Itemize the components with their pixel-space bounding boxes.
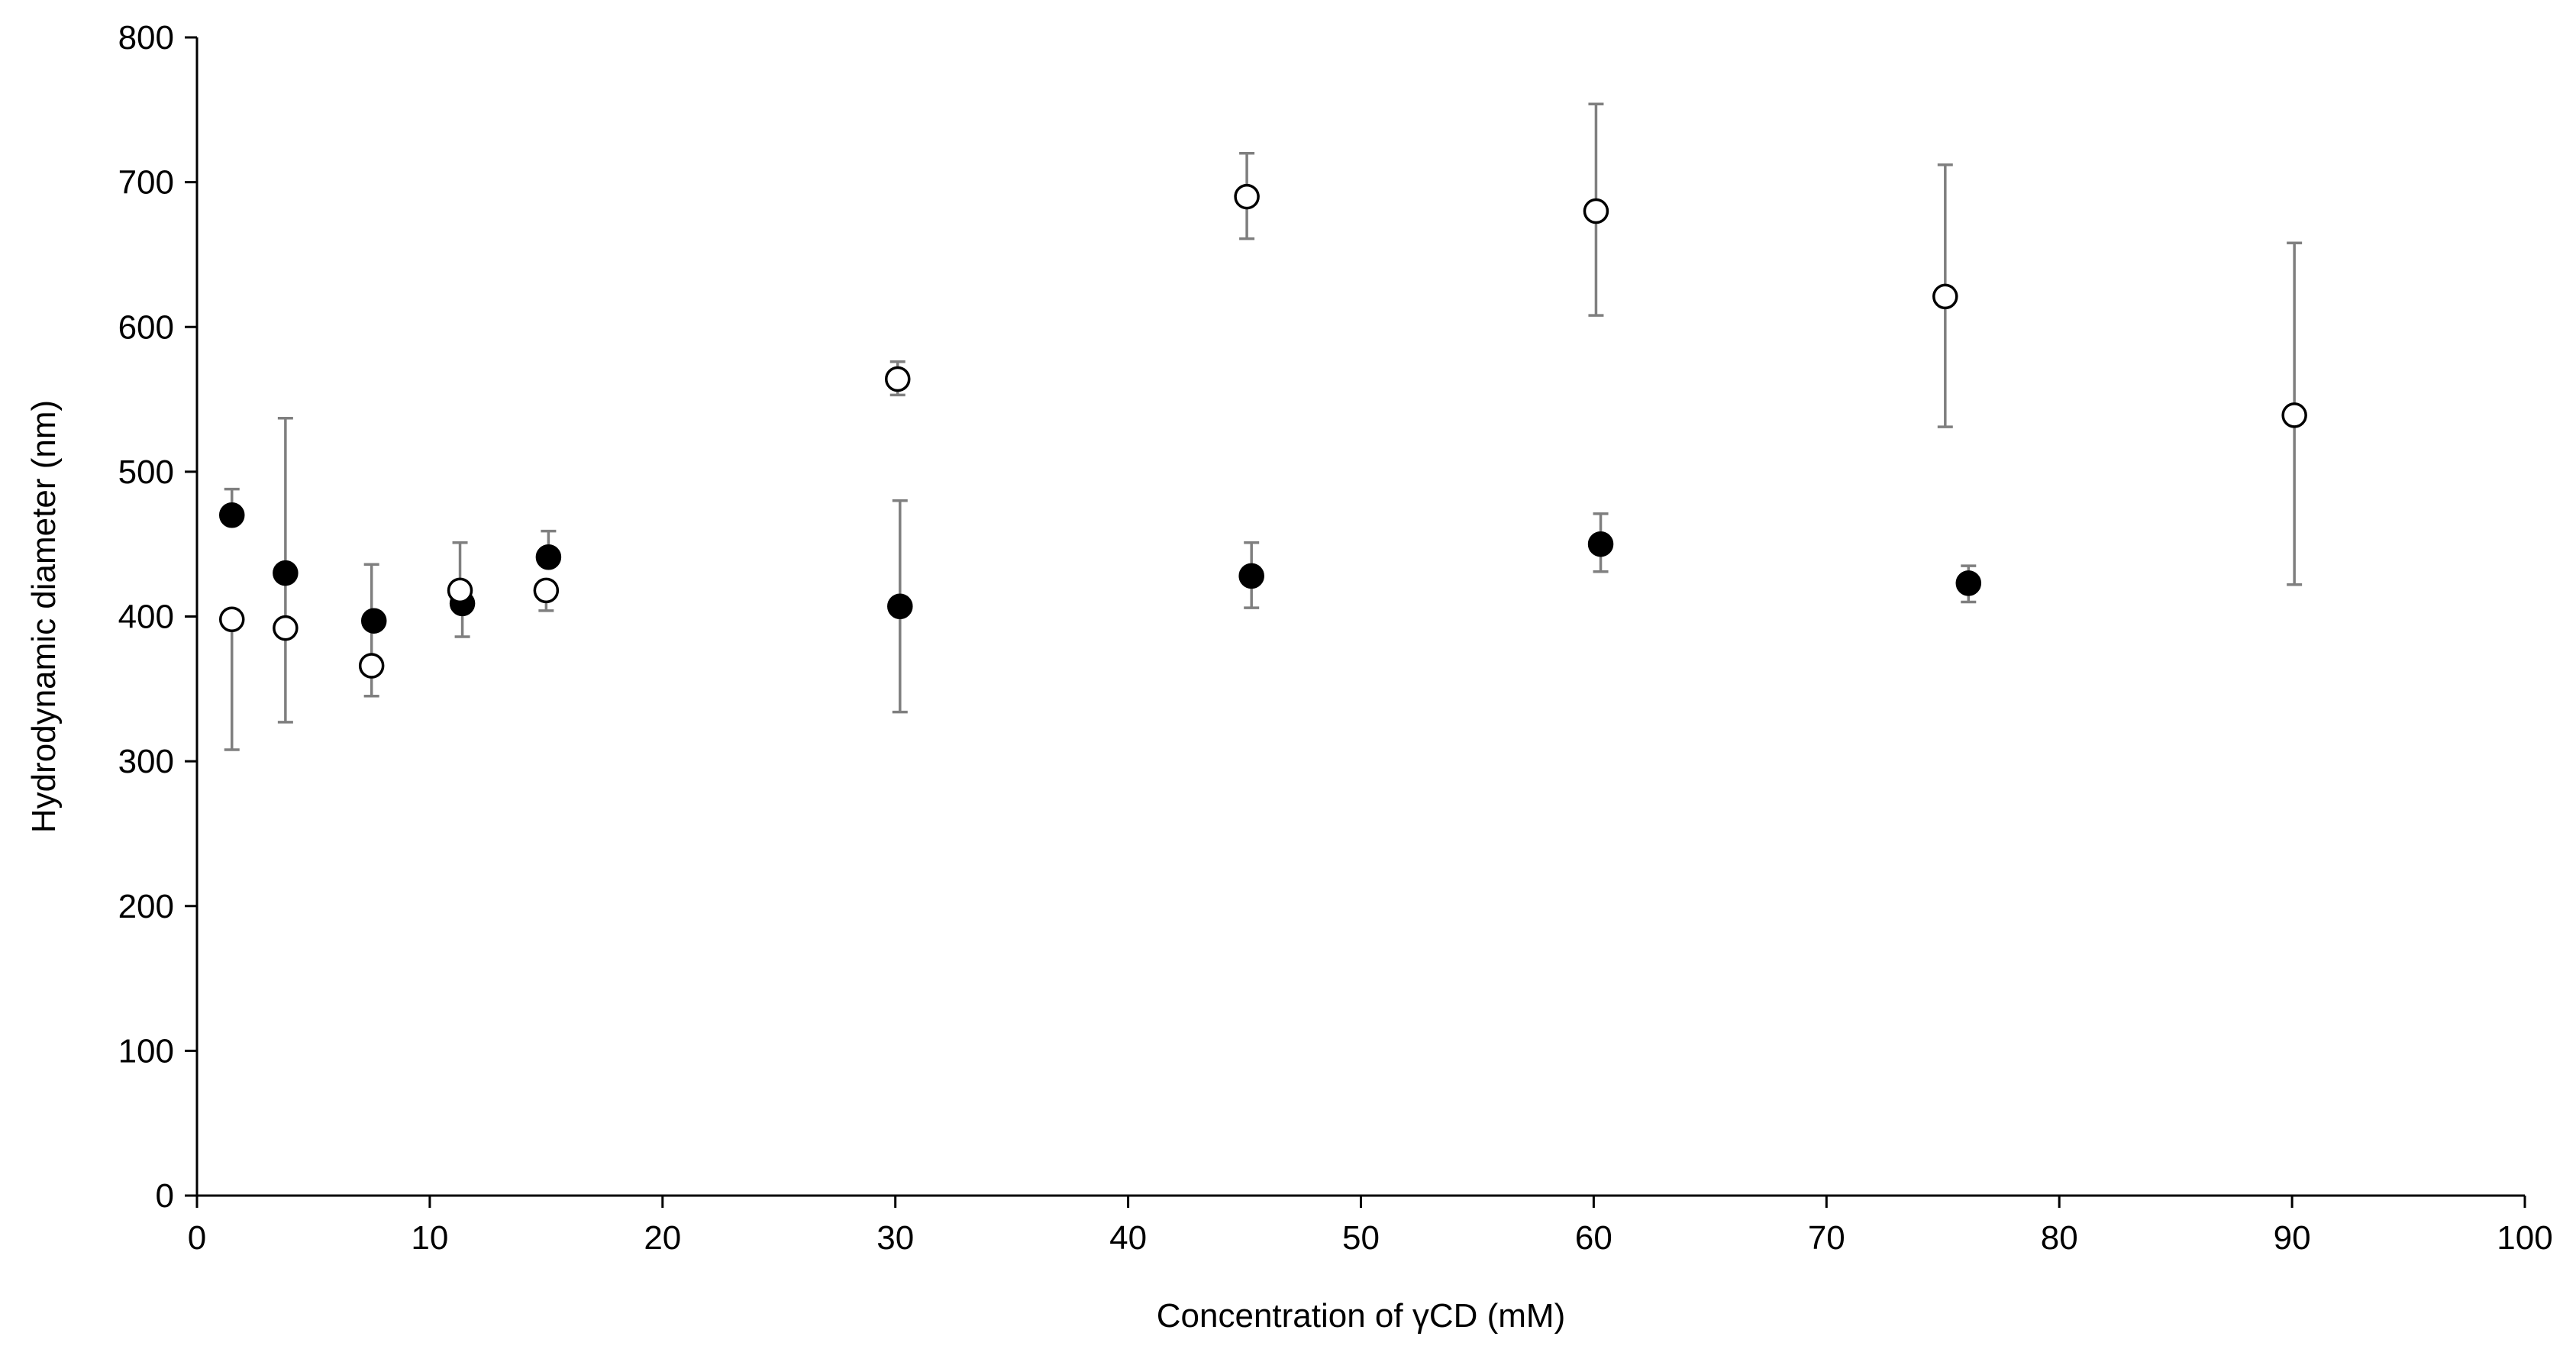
x-axis-title: Concentration of γCD (mM) <box>1157 1297 1565 1335</box>
open-data-point <box>1583 198 1609 224</box>
x-tick-label: 60 <box>1575 1219 1612 1257</box>
y-tick-label: 0 <box>156 1177 174 1215</box>
x-axis-ticks: 0 10 20 30 40 50 60 70 80 90 100 <box>188 1196 2553 1257</box>
x-tick-label: 80 <box>2041 1219 2078 1257</box>
x-tick-label: 0 <box>188 1219 206 1257</box>
open-data-point <box>884 366 911 392</box>
filled-data-point <box>360 608 387 634</box>
x-tick-label: 100 <box>2497 1219 2552 1257</box>
x-tick-label: 50 <box>1342 1219 1380 1257</box>
y-tick-label: 200 <box>118 888 174 925</box>
x-tick-label: 20 <box>644 1219 681 1257</box>
filled-data-point <box>273 560 299 586</box>
y-tick-label: 800 <box>118 19 174 56</box>
x-tick-label: 70 <box>1808 1219 1845 1257</box>
y-tick-label: 700 <box>118 164 174 202</box>
x-tick-label: 30 <box>876 1219 914 1257</box>
open-data-point <box>218 606 245 633</box>
filled-data-point <box>1587 531 1614 557</box>
open-data-point <box>358 653 385 679</box>
y-axis-title: Hydrodynamic diameter (nm) <box>25 400 63 833</box>
open-data-point <box>1234 183 1260 210</box>
open-data-point <box>2281 402 2307 428</box>
filled-data-point <box>1238 563 1264 589</box>
data-markers <box>218 183 2307 679</box>
x-tick-label: 90 <box>2274 1219 2311 1257</box>
y-tick-label: 500 <box>118 454 174 491</box>
x-tick-label: 40 <box>1109 1219 1147 1257</box>
filled-data-point <box>218 502 245 528</box>
y-tick-label: 100 <box>118 1032 174 1070</box>
y-tick-label: 400 <box>118 599 174 636</box>
y-axis-ticks: 0 100 200 300 400 500 600 700 800 <box>118 19 197 1215</box>
x-tick-label: 10 <box>411 1219 448 1257</box>
filled-data-point <box>1955 570 1982 596</box>
axes <box>195 37 2525 1197</box>
open-data-point <box>273 615 299 641</box>
open-data-point <box>533 577 560 604</box>
open-data-point <box>447 577 473 604</box>
filled-data-point <box>535 544 562 570</box>
open-data-point <box>1932 283 1958 310</box>
y-tick-label: 600 <box>118 308 174 346</box>
filled-data-point <box>887 593 913 619</box>
y-tick-label: 300 <box>118 743 174 780</box>
error-bars <box>224 102 2303 751</box>
